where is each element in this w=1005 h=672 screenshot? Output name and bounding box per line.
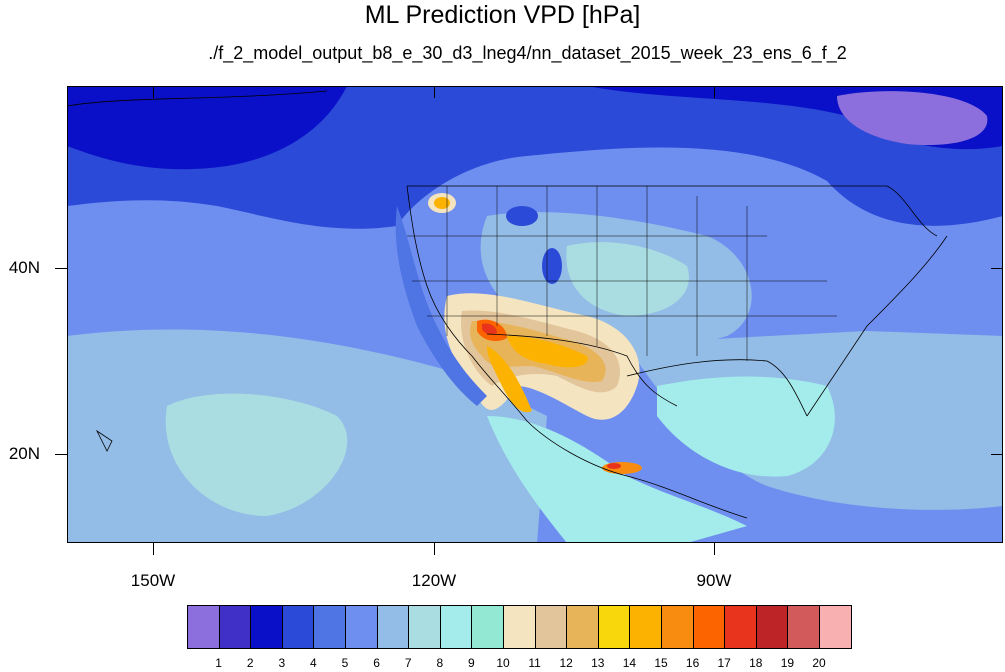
colorbar-tick-label: 9 bbox=[468, 656, 475, 670]
lat-label-20n: 20N bbox=[8, 444, 40, 463]
colorbar-tick-label: 1 bbox=[215, 656, 222, 670]
colorbar-swatch bbox=[377, 606, 410, 648]
political-boundaries bbox=[67, 90, 948, 519]
field-arizona-hottest bbox=[482, 323, 497, 335]
colorbar-tick-label: 5 bbox=[341, 656, 349, 670]
field-coast-strip bbox=[395, 206, 487, 406]
lat-tick-20n bbox=[55, 454, 67, 455]
field-mexico-hottest bbox=[607, 463, 621, 469]
field-baja bbox=[487, 346, 532, 413]
colorbar-tick-label: 7 bbox=[404, 656, 412, 670]
lon-tick-150w-top bbox=[153, 86, 154, 98]
lon-label-120w: 120W bbox=[411, 571, 457, 590]
atlantic-coastline bbox=[806, 235, 948, 417]
field-washington-hot bbox=[434, 197, 450, 209]
field-southwest-15 bbox=[507, 336, 588, 368]
lon-tick-120w bbox=[434, 543, 435, 555]
colorbar-swatch bbox=[345, 606, 378, 648]
state-borders-vertical bbox=[446, 186, 748, 361]
colorbar-swatch bbox=[535, 606, 568, 648]
field-mexico-south bbox=[487, 416, 747, 543]
colorbar-swatch bbox=[725, 606, 757, 648]
colorbar-swatch bbox=[693, 606, 726, 648]
colorbar-swatch bbox=[440, 606, 473, 648]
gulf-coastline bbox=[626, 359, 808, 417]
colorbar-tick-label: 20 bbox=[812, 656, 826, 670]
colorbar-swatch bbox=[661, 606, 694, 648]
colorbar-tick-label: 19 bbox=[780, 656, 795, 670]
canada-us-border bbox=[407, 185, 938, 237]
colorbar-swatch bbox=[314, 606, 346, 648]
colorbar-swatch bbox=[503, 606, 536, 648]
colorbar-tick-label: 6 bbox=[373, 656, 380, 670]
colorbar-swatch bbox=[282, 606, 315, 648]
us-mexico-border bbox=[486, 333, 678, 407]
colorbar-swatch bbox=[219, 606, 252, 648]
lon-label-150w: 150W bbox=[130, 571, 176, 590]
colorbar-tick-label: 11 bbox=[528, 656, 541, 670]
colorbar-swatch bbox=[472, 606, 504, 648]
colorbar-tick-label: 2 bbox=[246, 656, 254, 670]
colorbar-tick-label: 8 bbox=[436, 656, 444, 670]
map-title: ML Prediction VPD [hPa] bbox=[364, 1, 641, 29]
lat-tick-20n-right bbox=[991, 454, 1003, 455]
lat-tick-40n-right bbox=[991, 268, 1003, 269]
colorbar-tick-label: 17 bbox=[717, 656, 731, 670]
colorbar-swatch bbox=[188, 606, 220, 648]
field-idaho-low bbox=[506, 206, 538, 226]
lat-label-40n: 40N bbox=[8, 258, 40, 277]
colorbar-labels: 1 2 3 4 5 6 7 8 9 10 11 12 13 14 15 16 17 18 19 20 bbox=[0, 656, 1005, 672]
field-labrador-low bbox=[837, 91, 988, 146]
field-mexico-hot bbox=[602, 462, 642, 474]
colorbar-tick-label: 4 bbox=[310, 656, 317, 670]
colorbar bbox=[187, 605, 853, 649]
colorbar-swatch bbox=[756, 606, 789, 648]
colorbar-swatch bbox=[598, 606, 631, 648]
colorbar-swatch bbox=[630, 606, 662, 648]
alaska-coast bbox=[67, 90, 328, 107]
colorbar-swatch bbox=[409, 606, 441, 648]
colorbar-swatch bbox=[251, 606, 283, 648]
pacific-coastline bbox=[406, 185, 748, 519]
colorbar-tick-label: 12 bbox=[559, 656, 573, 670]
lon-tick-90w-top bbox=[714, 86, 715, 98]
lon-tick-120w-top bbox=[434, 86, 435, 98]
lon-label-90w: 90W bbox=[696, 571, 732, 590]
field-northwest-darker bbox=[67, 86, 347, 170]
colorbar-tick-label: 18 bbox=[749, 656, 763, 670]
hawaii-islands bbox=[95, 429, 113, 452]
colorbar-tick-label: 14 bbox=[622, 656, 637, 670]
colorbar-swatch bbox=[567, 606, 599, 648]
colorbar-tick-label: 13 bbox=[591, 656, 605, 670]
colorbar-tick-label: 3 bbox=[278, 656, 286, 670]
colorbar-swatch bbox=[788, 606, 820, 648]
field-gulf bbox=[657, 376, 835, 477]
vpd-map bbox=[67, 86, 1003, 543]
colorbar-tick-label: 15 bbox=[654, 656, 668, 670]
lat-tick-40n bbox=[55, 268, 67, 269]
field-pacific-blob bbox=[165, 393, 348, 516]
lon-tick-150w bbox=[153, 543, 154, 555]
lon-tick-90w bbox=[714, 543, 715, 555]
map-subtitle: ./f_2_model_output_b8_e_30_d3_lneg4/nn_d… bbox=[208, 43, 847, 63]
vpd-contour-field bbox=[67, 86, 1003, 543]
field-rockies-low bbox=[542, 248, 562, 284]
colorbar-tick-label: 16 bbox=[685, 656, 700, 670]
colorbar-swatch bbox=[819, 606, 852, 648]
state-borders-horizontal bbox=[407, 235, 837, 317]
colorbar-tick-label: 10 bbox=[496, 656, 510, 670]
